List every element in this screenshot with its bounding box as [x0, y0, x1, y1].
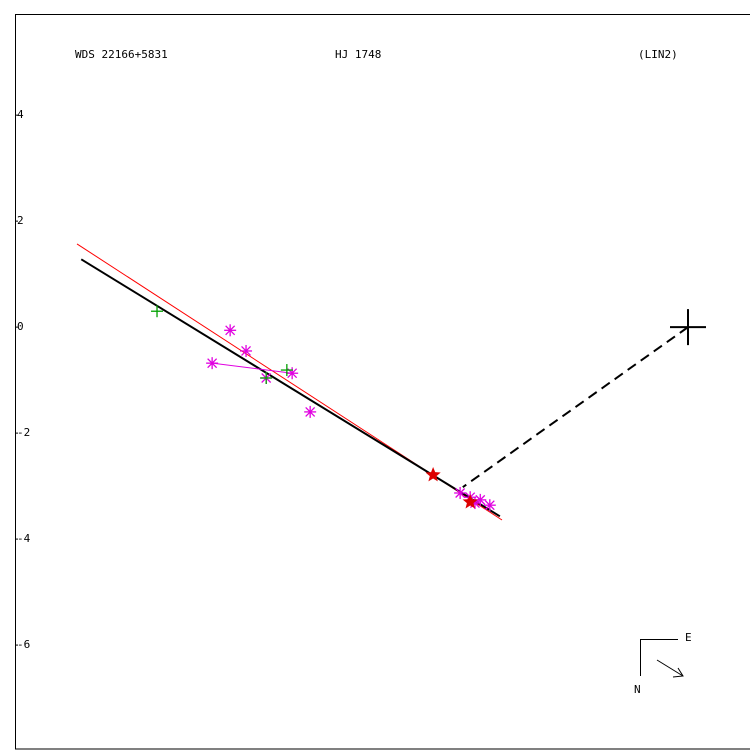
orbit-label: (LIN2) [638, 48, 678, 61]
node-line [462, 326, 689, 488]
data-point [425, 467, 441, 482]
plot-frame [15, 14, 750, 750]
marker-stroke [305, 406, 316, 417]
data-point [483, 499, 496, 512]
marker-stroke [241, 346, 252, 356]
motion-arrow-head [672, 667, 684, 678]
y-tick-label: -6 [17, 638, 30, 651]
compass-e-label: E [685, 631, 692, 644]
star-label: HJ 1748 [335, 48, 381, 61]
data-point [462, 494, 478, 509]
marker-stroke [484, 500, 495, 511]
data-point [206, 357, 219, 370]
data-point [286, 367, 299, 380]
compass-n-label: N [634, 683, 641, 696]
data-point [304, 405, 317, 418]
y-tick-label: -4 [17, 532, 31, 545]
orbit-line [212, 362, 293, 374]
y-tick-label: -2 [17, 426, 30, 439]
marker-stroke [287, 368, 298, 379]
marker-shape [462, 494, 478, 509]
motion-arrow [656, 659, 684, 677]
marker-shape [425, 467, 441, 482]
marker-stroke [225, 325, 236, 336]
primary-star [669, 309, 706, 346]
data-point [240, 344, 253, 357]
y-tick-label: 0 [17, 320, 24, 333]
compass [640, 639, 684, 678]
data-point [260, 371, 273, 384]
y-tick-label: 4 [17, 108, 24, 121]
marker-stroke [455, 488, 466, 498]
data-point [454, 486, 467, 499]
data-point [224, 324, 237, 337]
y-tick-label: 2 [17, 214, 24, 227]
orbit-line [80, 258, 501, 518]
data-point [151, 305, 164, 318]
catalog-label: WDS 22166+5831 [75, 48, 168, 61]
data-point [280, 364, 293, 377]
marker-stroke [207, 358, 218, 369]
